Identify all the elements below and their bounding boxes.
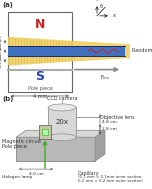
Text: 20x: 20x xyxy=(55,119,69,125)
Text: 4 mm: 4 mm xyxy=(33,94,47,99)
Text: Capillary: Capillary xyxy=(78,171,100,176)
Bar xyxy=(16,137,95,161)
Bar xyxy=(39,125,51,139)
Text: 400 μm: 400 μm xyxy=(0,44,3,58)
Text: x: x xyxy=(113,13,116,18)
Text: 4.8 cm: 4.8 cm xyxy=(102,120,117,124)
Text: Objective lens: Objective lens xyxy=(100,115,135,120)
Text: Fₘₓ: Fₘₓ xyxy=(100,75,110,80)
Bar xyxy=(8,12,72,92)
Text: (0.1 mm × 0.1mm inner section,: (0.1 mm × 0.1mm inner section, xyxy=(78,175,143,179)
Text: θ: θ xyxy=(100,4,103,9)
Bar xyxy=(48,107,76,137)
Text: Pole piece: Pole piece xyxy=(2,144,27,149)
Polygon shape xyxy=(8,37,130,65)
Text: y: y xyxy=(96,0,98,1)
Text: CCD camera: CCD camera xyxy=(47,97,77,101)
Text: N: N xyxy=(35,18,45,31)
Text: 2.8 cm: 2.8 cm xyxy=(102,127,117,131)
Bar xyxy=(42,129,48,135)
Text: (a): (a) xyxy=(2,2,13,8)
Text: Random walk: Random walk xyxy=(132,48,152,53)
Text: (b): (b) xyxy=(2,97,13,102)
Text: 0.2 mm × 0.2 mm outer section): 0.2 mm × 0.2 mm outer section) xyxy=(78,179,143,183)
Text: 100 μm: 100 μm xyxy=(0,35,3,49)
Text: Magnetic circuit: Magnetic circuit xyxy=(2,139,41,144)
Ellipse shape xyxy=(48,134,76,141)
Text: 100 μm: 100 μm xyxy=(0,54,3,68)
Text: S: S xyxy=(36,70,45,84)
Bar xyxy=(8,46,125,56)
Text: Halogen lamp: Halogen lamp xyxy=(2,175,32,179)
Polygon shape xyxy=(95,130,105,161)
Ellipse shape xyxy=(48,104,76,111)
Text: Pole piece: Pole piece xyxy=(28,86,52,91)
Text: 4.0 cm: 4.0 cm xyxy=(29,172,43,176)
Polygon shape xyxy=(16,130,105,137)
